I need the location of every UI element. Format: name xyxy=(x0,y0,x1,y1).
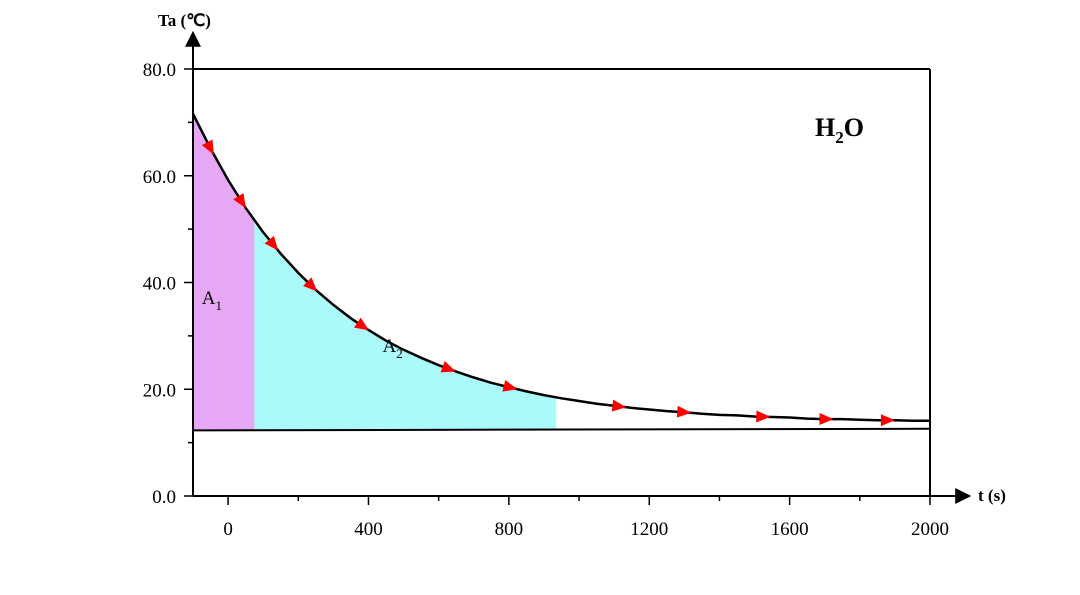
baseline-line xyxy=(192,427,931,432)
arrow-marker xyxy=(440,361,456,373)
x-tick-label: 1200 xyxy=(630,519,668,540)
region-a1 xyxy=(193,113,255,431)
x-tick-label: 2000 xyxy=(911,519,949,540)
baseline-layer xyxy=(192,427,931,432)
y-tick-label: 80.0 xyxy=(143,60,176,81)
labels-layer: A1 A2 xyxy=(202,288,403,361)
formula-subscript: 2 xyxy=(835,128,844,147)
y-tick-label: 60.0 xyxy=(143,167,176,188)
arrow-markers xyxy=(201,139,895,427)
arrow-marker xyxy=(611,399,627,412)
x-axis-title: t (s) xyxy=(978,486,1006,505)
plot-frame xyxy=(185,30,972,504)
formula-main: H xyxy=(815,113,835,142)
x-tick-label: 0 xyxy=(223,519,233,540)
y-tick-label: 0.0 xyxy=(152,487,176,508)
y-tick-label: 40.0 xyxy=(143,274,176,295)
axis-ticks: 0 400 800 1200 1600 2000 0.0 20.0 40.0 60.0 80.0 xyxy=(143,60,949,540)
arrow-marker xyxy=(201,139,214,155)
arrow-marker xyxy=(756,410,771,423)
x-tick-label: 400 xyxy=(354,519,383,540)
formula-tail: O xyxy=(844,113,864,142)
y-tick-label: 20.0 xyxy=(143,380,176,401)
x-tick-label: 1600 xyxy=(771,519,809,540)
arrow-marker xyxy=(233,193,246,209)
arrow-marker xyxy=(819,413,834,426)
region-label-a1: A1 xyxy=(202,288,222,313)
arrow-marker xyxy=(676,405,692,418)
arrow-marker xyxy=(880,414,895,427)
arrow-marker xyxy=(264,235,279,251)
arrow-marker xyxy=(502,380,518,392)
shaded-regions xyxy=(193,113,557,431)
arrow-marker xyxy=(303,277,318,292)
region-label-a2: A2 xyxy=(383,336,403,361)
arrow-marker xyxy=(354,317,370,331)
region-a2 xyxy=(254,220,557,431)
x-tick-label: 800 xyxy=(495,519,524,540)
y-axis-title: Ta (℃) xyxy=(158,11,211,30)
formula-annotation: H2O xyxy=(815,113,864,147)
